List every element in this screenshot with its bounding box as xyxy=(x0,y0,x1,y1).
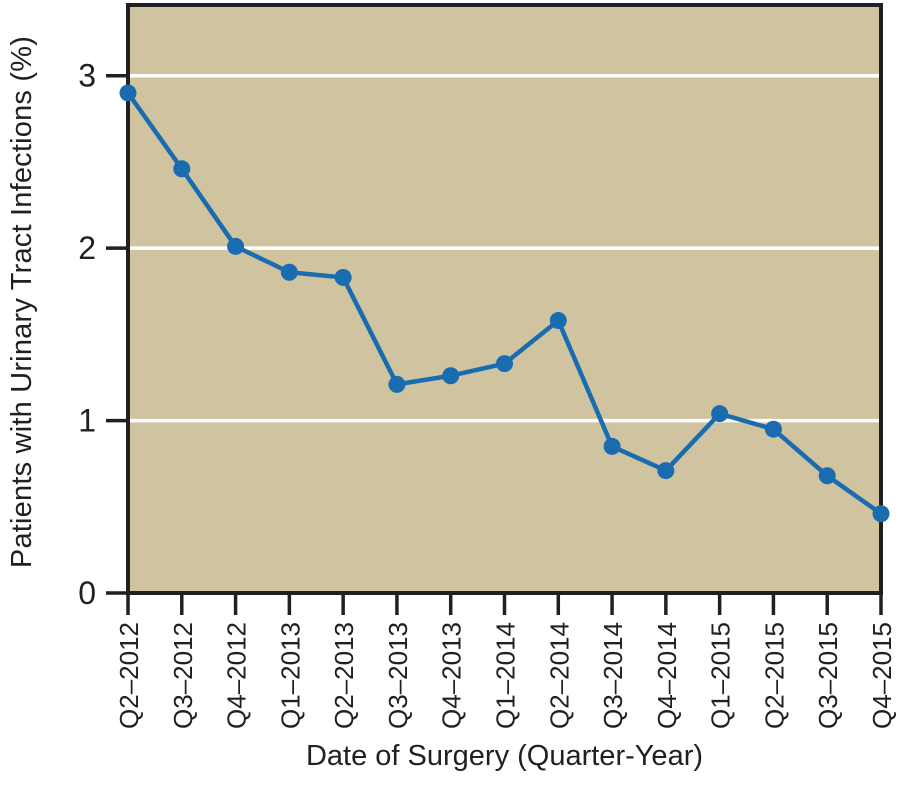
data-point-marker xyxy=(872,505,890,523)
x-tick-label: Q2–2015 xyxy=(759,622,789,729)
data-point-marker xyxy=(388,375,406,393)
data-point-marker xyxy=(549,312,567,330)
data-point-marker xyxy=(173,160,191,178)
x-tick-label: Q2–2012 xyxy=(114,622,144,729)
data-point-marker xyxy=(119,84,137,102)
y-tick-label: 0 xyxy=(78,575,96,611)
y-tick-label: 2 xyxy=(78,230,96,266)
x-tick-label: Q4–2014 xyxy=(652,622,682,729)
x-tick-label: Q3–2012 xyxy=(168,622,198,729)
data-point-marker xyxy=(496,355,513,373)
data-point-marker xyxy=(442,367,460,385)
data-point-marker xyxy=(603,437,621,455)
data-point-marker xyxy=(711,405,729,423)
data-point-marker xyxy=(280,263,298,281)
x-tick-label: Q2–2013 xyxy=(329,622,359,729)
plot-background xyxy=(128,5,881,593)
x-tick-label: Q1–2014 xyxy=(491,622,521,729)
data-point-marker xyxy=(334,268,352,286)
x-tick-label: Q3–2015 xyxy=(813,622,843,729)
x-tick-label: Q1–2013 xyxy=(275,622,305,729)
x-tick-label: Q4–2015 xyxy=(867,622,897,729)
data-point-marker xyxy=(764,420,782,438)
y-tick-label: 1 xyxy=(78,403,96,439)
data-point-marker xyxy=(818,467,836,485)
x-tick-label: Q3–2014 xyxy=(598,622,628,729)
x-axis-title: Date of Surgery (Quarter-Year) xyxy=(305,740,704,772)
y-tick-label: 3 xyxy=(78,58,96,94)
x-tick-label: Q4–2013 xyxy=(437,622,467,729)
data-point-marker xyxy=(227,237,245,255)
x-tick-label: Q2–2014 xyxy=(544,622,574,729)
x-tick-label: Q1–2015 xyxy=(706,622,736,729)
data-point-marker xyxy=(657,462,675,480)
chart-canvas: 0 1 2 3 Q2–2012 Q3–2012 Q4–2012 Q1–2013 Q2–2013 Q… xyxy=(78,3,897,729)
x-tick-label: Q4–2012 xyxy=(222,622,252,729)
x-tick-label: Q3–2013 xyxy=(383,622,413,729)
